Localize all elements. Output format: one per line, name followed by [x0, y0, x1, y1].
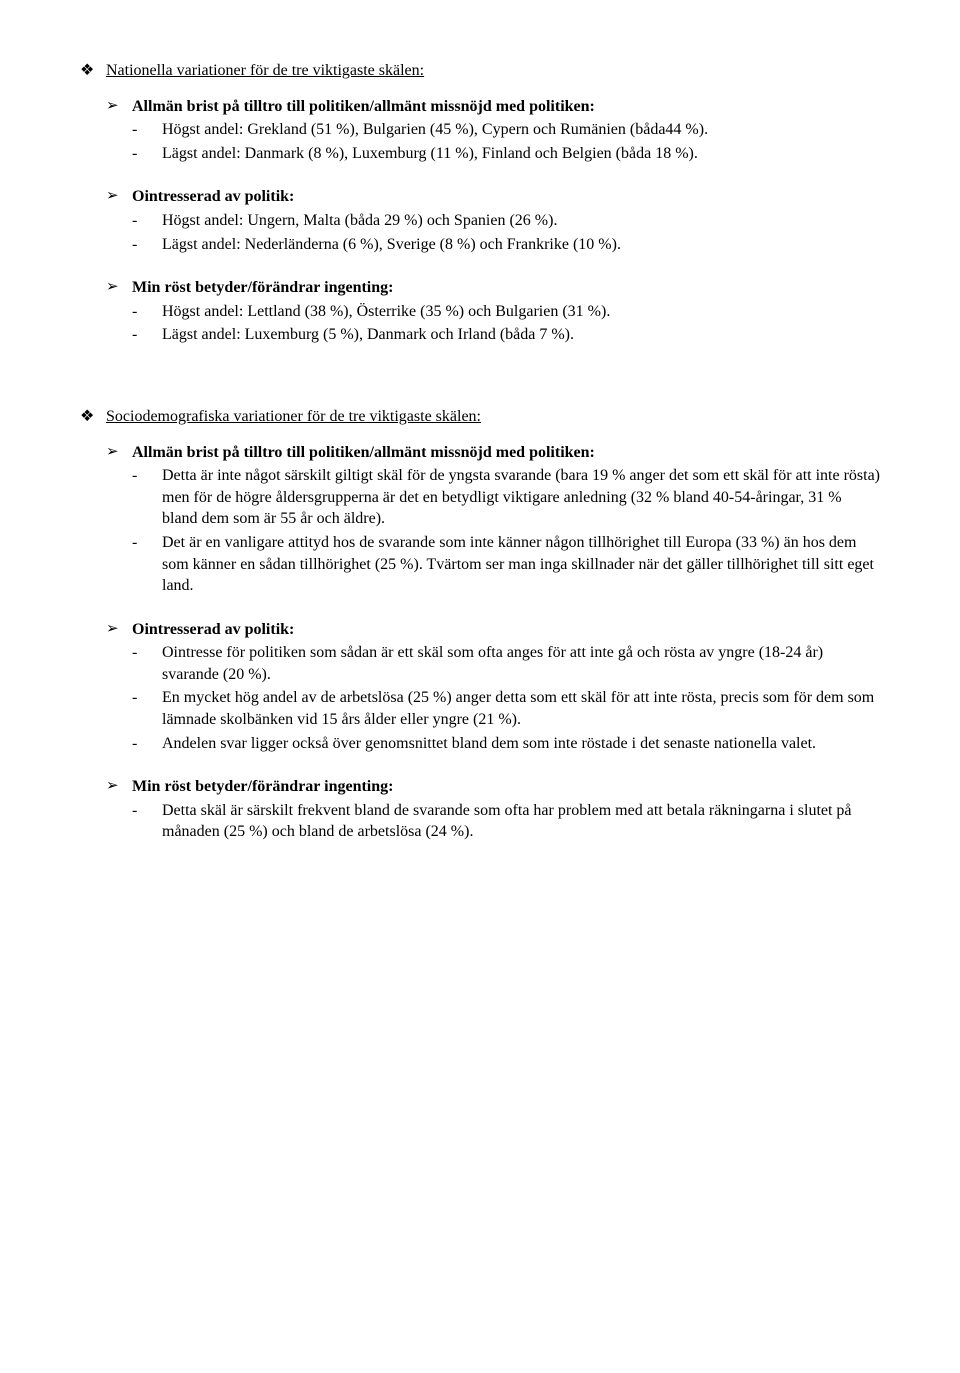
list-item-text: Lägst andel: Nederländerna (6 %), Sverig…	[162, 234, 880, 256]
section-heading-row: ❖ Sociodemografiska variationer för de t…	[80, 406, 880, 428]
arrow-bullet-icon: ➢	[106, 186, 132, 206]
dash-icon: -	[132, 210, 162, 232]
dash-icon: -	[132, 532, 162, 554]
group-uninterested-socio: ➢ Ointresserad av politik: - Ointresse f…	[80, 619, 880, 755]
group-title-row: ➢ Min röst betyder/förändrar ingenting:	[106, 776, 880, 798]
diamond-bullet-icon: ❖	[80, 406, 106, 428]
arrow-bullet-icon: ➢	[106, 619, 132, 639]
list-item-text: Högst andel: Lettland (38 %), Österrike …	[162, 301, 880, 323]
group-title: Ointresserad av politik:	[132, 619, 880, 641]
group-title-row: ➢ Allmän brist på tilltro till politiken…	[106, 442, 880, 464]
list-item: - Lägst andel: Luxemburg (5 %), Danmark …	[132, 324, 880, 346]
list-item-text: Andelen svar ligger också över genomsnit…	[162, 733, 880, 755]
list-item-text: En mycket hög andel av de arbetslösa (25…	[162, 687, 880, 730]
list-item-text: Detta är inte något särskilt giltigt skä…	[162, 465, 880, 530]
section-national-variations: ❖ Nationella variationer för de tre vikt…	[80, 60, 880, 346]
list-item: - Högst andel: Grekland (51 %), Bulgarie…	[132, 119, 880, 141]
group-title-row: ➢ Min röst betyder/förändrar ingenting:	[106, 277, 880, 299]
group-uninterested: ➢ Ointresserad av politik: - Högst andel…	[80, 186, 880, 255]
arrow-bullet-icon: ➢	[106, 776, 132, 796]
dash-icon: -	[132, 642, 162, 664]
list-item-text: Det är en vanligare attityd hos de svara…	[162, 532, 880, 597]
dash-icon: -	[132, 324, 162, 346]
group-title-row: ➢ Ointresserad av politik:	[106, 619, 880, 641]
list-item: - Högst andel: Lettland (38 %), Österrik…	[132, 301, 880, 323]
list-item: - Lägst andel: Nederländerna (6 %), Sver…	[132, 234, 880, 256]
list-item-text: Detta skäl är särskilt frekvent bland de…	[162, 800, 880, 843]
group-title: Min röst betyder/förändrar ingenting:	[132, 776, 880, 798]
arrow-bullet-icon: ➢	[106, 442, 132, 462]
group-title-row: ➢ Allmän brist på tilltro till politiken…	[106, 96, 880, 118]
list-item: - Ointresse för politiken som sådan är e…	[132, 642, 880, 685]
group-title: Min röst betyder/förändrar ingenting:	[132, 277, 880, 299]
list-item-text: Högst andel: Grekland (51 %), Bulgarien …	[162, 119, 880, 141]
list-item-text: Lägst andel: Danmark (8 %), Luxemburg (1…	[162, 143, 880, 165]
list-item: - En mycket hög andel av de arbetslösa (…	[132, 687, 880, 730]
diamond-bullet-icon: ❖	[80, 60, 106, 82]
section-heading-row: ❖ Nationella variationer för de tre vikt…	[80, 60, 880, 82]
group-vote-nothing-socio: ➢ Min röst betyder/förändrar ingenting: …	[80, 776, 880, 843]
dash-icon: -	[132, 119, 162, 141]
list-item-text: Lägst andel: Luxemburg (5 %), Danmark oc…	[162, 324, 880, 346]
arrow-bullet-icon: ➢	[106, 96, 132, 116]
dash-icon: -	[132, 301, 162, 323]
list-item: - Det är en vanligare attityd hos de sva…	[132, 532, 880, 597]
section-heading: Sociodemografiska variationer för de tre…	[106, 406, 880, 428]
group-distrust: ➢ Allmän brist på tilltro till politiken…	[80, 96, 880, 165]
section-sociodemographic-variations: ❖ Sociodemografiska variationer för de t…	[80, 406, 880, 843]
list-item: - Andelen svar ligger också över genomsn…	[132, 733, 880, 755]
dash-icon: -	[132, 800, 162, 822]
dash-icon: -	[132, 733, 162, 755]
dash-icon: -	[132, 687, 162, 709]
list-item: - Detta skäl är särskilt frekvent bland …	[132, 800, 880, 843]
group-vote-nothing: ➢ Min röst betyder/förändrar ingenting: …	[80, 277, 880, 346]
group-distrust-socio: ➢ Allmän brist på tilltro till politiken…	[80, 442, 880, 597]
group-title: Allmän brist på tilltro till politiken/a…	[132, 442, 880, 464]
list-item: - Lägst andel: Danmark (8 %), Luxemburg …	[132, 143, 880, 165]
group-title: Ointresserad av politik:	[132, 186, 880, 208]
list-item: - Högst andel: Ungern, Malta (båda 29 %)…	[132, 210, 880, 232]
dash-icon: -	[132, 234, 162, 256]
group-title: Allmän brist på tilltro till politiken/a…	[132, 96, 880, 118]
list-item-text: Ointresse för politiken som sådan är ett…	[162, 642, 880, 685]
dash-icon: -	[132, 143, 162, 165]
list-item: - Detta är inte något särskilt giltigt s…	[132, 465, 880, 530]
list-item-text: Högst andel: Ungern, Malta (båda 29 %) o…	[162, 210, 880, 232]
dash-icon: -	[132, 465, 162, 487]
arrow-bullet-icon: ➢	[106, 277, 132, 297]
group-title-row: ➢ Ointresserad av politik:	[106, 186, 880, 208]
section-heading: Nationella variationer för de tre viktig…	[106, 60, 880, 82]
